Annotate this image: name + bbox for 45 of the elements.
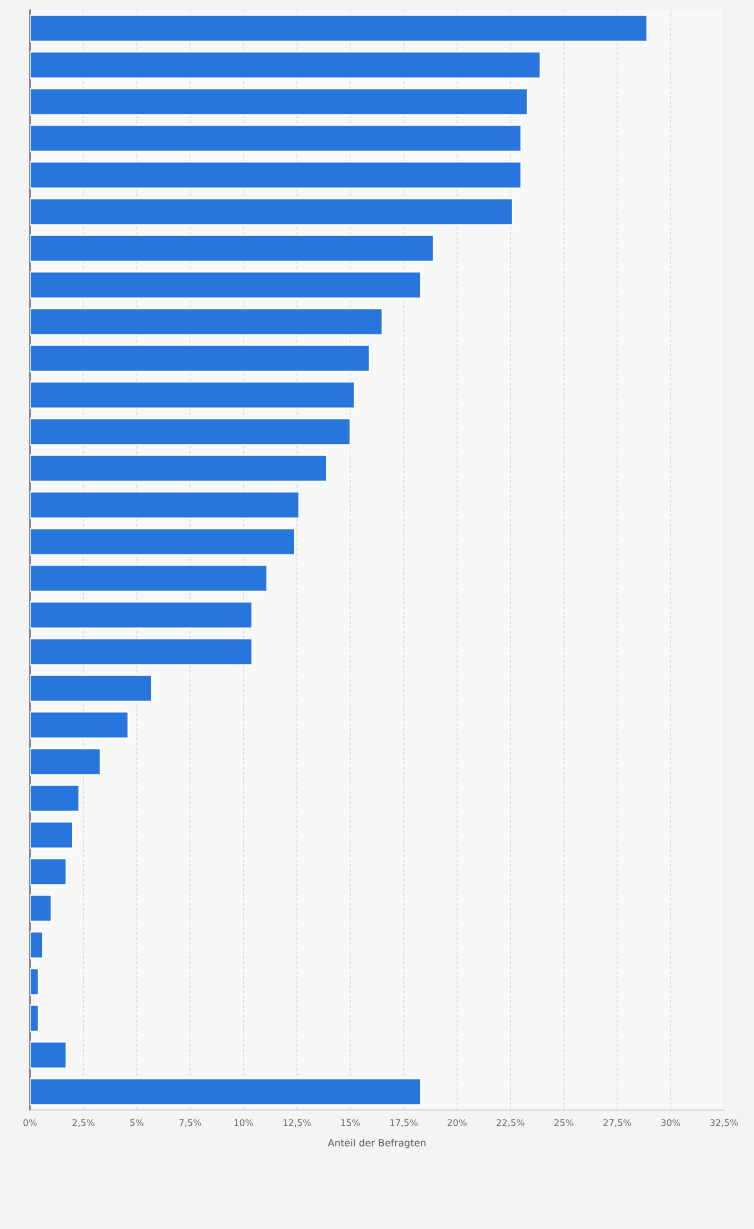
x-tick-label: 25% — [554, 1119, 574, 1127]
bar — [30, 931, 44, 959]
bar — [30, 124, 522, 153]
x-tick-label: 27,5% — [603, 1119, 632, 1127]
bar — [30, 454, 328, 483]
x-tick-label: 32,5% — [710, 1119, 738, 1127]
bar — [30, 784, 80, 813]
bar — [30, 967, 40, 996]
bar — [30, 491, 300, 519]
bar — [30, 894, 53, 923]
x-tick-label: 5% — [130, 1119, 144, 1127]
bar — [30, 417, 352, 446]
bar — [30, 197, 514, 226]
bar — [30, 711, 129, 739]
bar — [30, 674, 153, 703]
x-tick-label: 15% — [341, 1119, 360, 1127]
bar — [30, 637, 253, 666]
bar — [30, 564, 268, 593]
bar — [30, 1004, 40, 1033]
bar — [30, 344, 371, 373]
bar — [30, 821, 74, 849]
x-tick-label: 12,5% — [283, 1119, 311, 1127]
bar — [30, 601, 253, 629]
x-tick-label: 2,5% — [72, 1119, 95, 1127]
x-tick-label: 17,5% — [390, 1119, 418, 1127]
bar — [30, 857, 67, 886]
x-tick-label: 7,5% — [179, 1119, 202, 1127]
x-tick-label: 0% — [23, 1119, 37, 1127]
x-tick-label: 10% — [234, 1119, 254, 1127]
bar — [30, 381, 356, 409]
bar — [30, 1077, 422, 1106]
x-axis-title: Anteil der Befragten — [327, 1138, 426, 1149]
x-tick-label: 20% — [447, 1119, 467, 1127]
x-tick-label: 22,5% — [496, 1119, 525, 1127]
bar — [30, 271, 422, 299]
bar — [30, 527, 296, 556]
bar — [30, 87, 529, 116]
bar — [30, 1041, 67, 1069]
bar — [30, 234, 435, 263]
bar — [30, 747, 102, 776]
bar — [30, 307, 384, 336]
bar — [30, 51, 542, 79]
bar — [30, 161, 522, 189]
bar — [30, 14, 648, 43]
x-tick-label: 30% — [661, 1119, 681, 1127]
